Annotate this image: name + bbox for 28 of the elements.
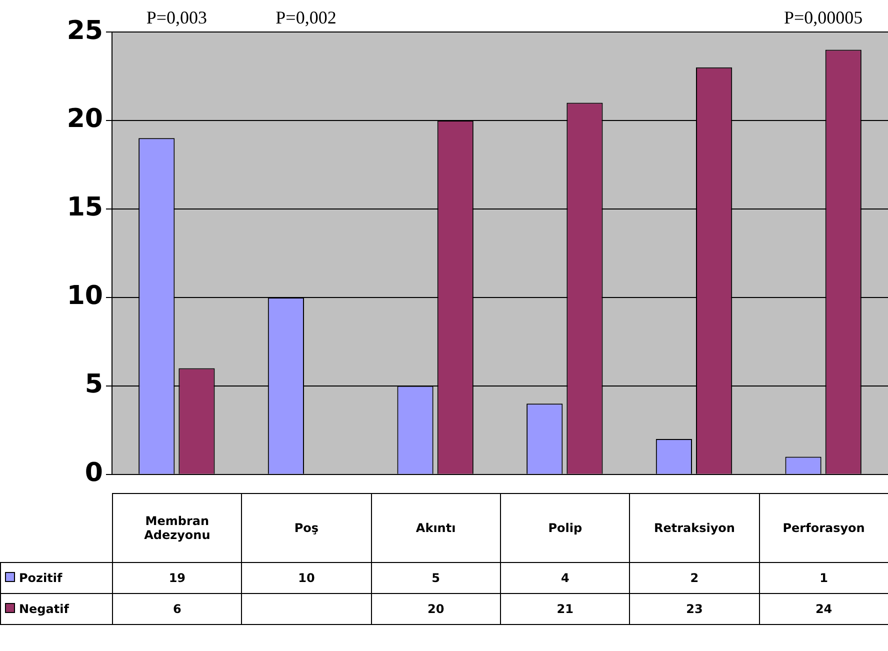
x-tick-label: Perforasyon xyxy=(759,494,888,562)
y-tick-label: 25 xyxy=(66,16,103,46)
data-label: 1 xyxy=(759,562,888,594)
data-label: 6 xyxy=(112,594,242,624)
legend-label: Pozitif xyxy=(0,562,112,594)
x-tick-label: Poş xyxy=(242,494,372,562)
data-label: 20 xyxy=(371,594,500,624)
data-label: 4 xyxy=(500,562,630,594)
y-tick-label: 15 xyxy=(66,192,103,223)
x-tick-label: Retraksiyon xyxy=(630,494,760,562)
x-tick-label: Akıntı xyxy=(371,494,500,562)
text: P=0,002 xyxy=(276,8,336,28)
y-tick-label: 5 xyxy=(84,370,103,400)
y-tick-label: 0 xyxy=(84,458,103,488)
x-tick-label: Membran Adezyonu xyxy=(112,494,242,562)
legend-label: Negatif xyxy=(0,594,112,624)
data-label: 5 xyxy=(371,562,500,594)
text: P=0,00005 xyxy=(784,8,863,28)
text: P=0,003 xyxy=(146,8,208,28)
x-tick-label: Polip xyxy=(500,494,630,562)
data-label: 23 xyxy=(630,594,760,624)
data-label: 10 xyxy=(242,562,372,594)
y-tick-label: 20 xyxy=(66,104,103,134)
data-label: 21 xyxy=(500,594,630,624)
data-label: 2 xyxy=(630,562,760,594)
y-tick-label: 10 xyxy=(66,281,103,312)
data-label: 24 xyxy=(759,594,888,624)
data-label: 19 xyxy=(112,562,242,594)
